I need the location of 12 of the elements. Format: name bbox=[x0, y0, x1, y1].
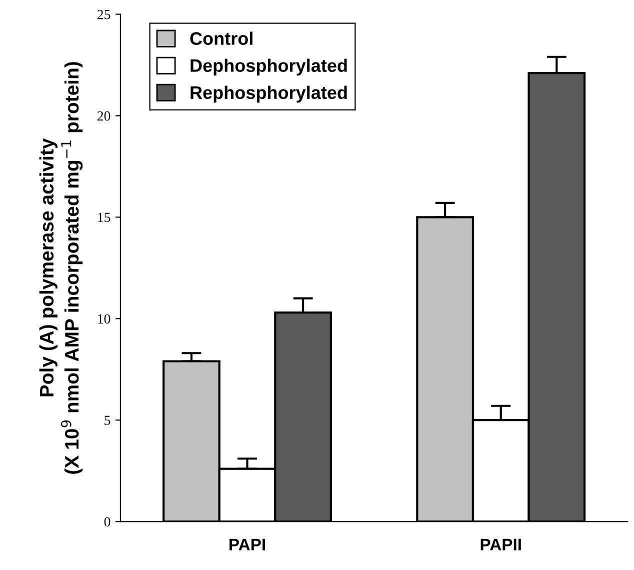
y-tick-label: 10 bbox=[98, 314, 110, 324]
x-tick-label: PAPI bbox=[230, 538, 265, 550]
x-tick-label: PAPII bbox=[480, 538, 521, 550]
legend-label: Control bbox=[190, 32, 252, 45]
y-tick-label: 0 bbox=[104, 517, 110, 527]
legend-label: Dephosphorylated bbox=[190, 58, 347, 76]
y-tick-label: 25 bbox=[97, 10, 110, 20]
y-tick-label: 20 bbox=[97, 111, 110, 121]
y-tick-label: 5 bbox=[104, 416, 110, 426]
text: Poly (A) polymerase activity (X 10$^{9}$ nmol AMP incorporated mg$^{−1}$ protein) bbox=[39, 62, 83, 474]
legend-label: Rephosphorylated bbox=[190, 86, 347, 103]
y-tick-label: 15 bbox=[98, 212, 110, 222]
